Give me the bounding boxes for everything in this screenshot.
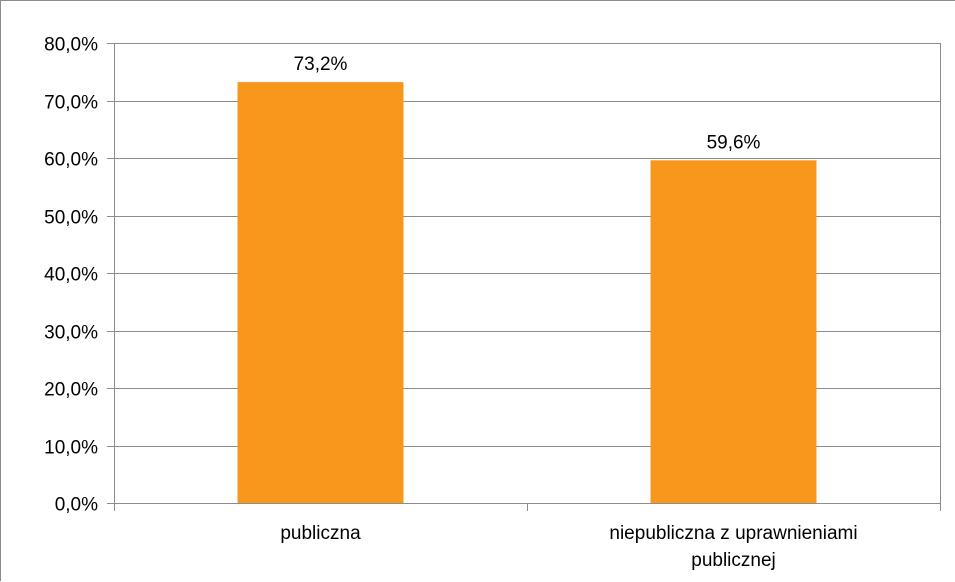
x-category-label: publicznej — [691, 550, 776, 571]
data-label: 59,6% — [707, 132, 761, 153]
bar — [237, 82, 404, 503]
y-tick-label: 40,0% — [44, 265, 98, 286]
y-tick-label: 80,0% — [44, 35, 98, 56]
y-tick-label: 60,0% — [44, 150, 98, 171]
y-tick-label: 70,0% — [44, 93, 98, 114]
y-tick-label: 0,0% — [55, 495, 98, 516]
y-tick-label: 30,0% — [44, 323, 98, 344]
y-tick-label: 10,0% — [44, 438, 98, 459]
data-label: 73,2% — [294, 54, 348, 75]
y-tick-label: 50,0% — [44, 208, 98, 229]
x-category-label: niepubliczna z uprawnieniami — [609, 523, 857, 544]
bar — [650, 160, 817, 504]
x-category-label: publiczna — [280, 523, 361, 544]
y-tick-label: 20,0% — [44, 380, 98, 401]
